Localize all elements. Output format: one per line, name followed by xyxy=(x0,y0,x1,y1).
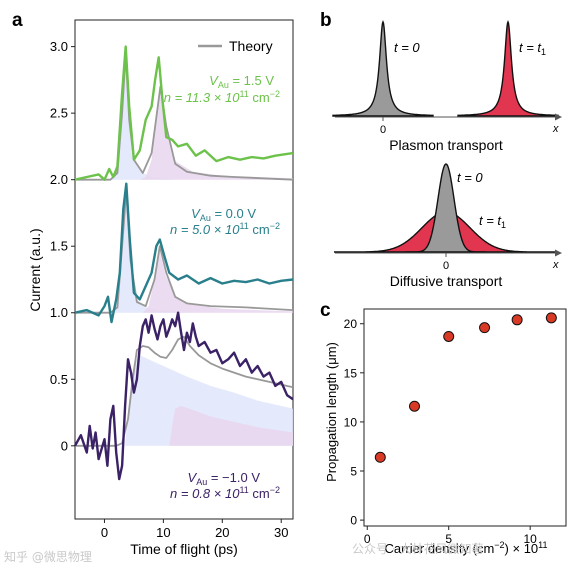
x-tick-label-2: 20 xyxy=(215,525,229,540)
panel-c-x-ticks: 0 5 10 xyxy=(364,526,537,546)
plasmon-caption: Plasmon transport xyxy=(389,137,503,153)
watermark-left: 知乎 @微思物理 xyxy=(4,550,92,564)
panel-c-data-points xyxy=(374,312,557,463)
c-y-tick-label-2: 10 xyxy=(344,415,358,429)
data-point-3 xyxy=(479,322,491,334)
data-point-0 xyxy=(374,451,386,463)
diffusive-caption: Diffusive transport xyxy=(390,273,503,289)
plasmon-x-arrow-icon xyxy=(555,113,562,121)
panel-a-fill-areas xyxy=(110,53,293,446)
panel-c-x-axis-title: Carrier density (cm−2) × 1011 xyxy=(384,540,547,556)
theory-curve-3 xyxy=(75,189,294,314)
data-point-5 xyxy=(545,312,557,324)
panel-a-curves xyxy=(73,45,294,481)
c-y-tick-label-1: 5 xyxy=(350,465,357,479)
watermark-right: 公众号 · 大林花风微知著 xyxy=(352,542,484,556)
data-curve-0 xyxy=(74,45,294,181)
y-tick-label-0: 0 xyxy=(61,438,68,453)
plasmon-pulse-t1 xyxy=(457,20,559,117)
c-y-tick-label-3: 15 xyxy=(344,366,358,380)
diffusive-label-t0: t = 0 xyxy=(457,170,483,185)
plasmon-pulse-t0 xyxy=(332,20,434,117)
c-x-tick-label-0: 0 xyxy=(364,532,371,546)
c-y-tick-label-4: 20 xyxy=(344,317,358,331)
panel-a-x-axis-title: Time of flight (ps) xyxy=(130,541,238,557)
data-curve-2 xyxy=(74,182,294,324)
plasmon-label-t0: t = 0 xyxy=(394,40,420,55)
plasmon-x-label: x xyxy=(552,123,559,135)
panel-a-y-ticks: 0 0.5 1.0 1.5 2.0 2.5 3.0 xyxy=(50,39,75,453)
y-tick-label-1: 0.5 xyxy=(50,372,68,387)
panel-label-c: c xyxy=(320,300,331,321)
fill-area-5 xyxy=(169,405,293,446)
data-point-2 xyxy=(443,330,455,342)
x-tick-label-0: 0 xyxy=(101,525,108,540)
y-tick-label-2: 1.0 xyxy=(50,305,68,320)
panel-b-diagram: 0 x t = 0 t = t1 Plasmon transport 0 x t… xyxy=(332,20,562,289)
panel-c-y-axis-title: Propagation length (μm) xyxy=(324,342,339,482)
plasmon-zero-label: 0 xyxy=(380,124,386,136)
x-tick-label-3: 30 xyxy=(274,525,288,540)
legend-theory-label: Theory xyxy=(229,38,273,54)
y-tick-label-5: 2.5 xyxy=(50,106,68,121)
fill-area-4 xyxy=(125,355,293,446)
panel-c-y-ticks: 0 5 10 15 20 xyxy=(344,317,364,528)
panel-a-y-axis-title: Current (a.u.) xyxy=(27,228,43,311)
data-point-1 xyxy=(409,400,420,412)
fill-area-1 xyxy=(139,93,293,180)
panel-label-a: a xyxy=(12,10,23,31)
annotation-vau-teal: VAu = 0.0 V xyxy=(191,206,256,223)
diffusive-label-t1: t = t1 xyxy=(479,213,506,230)
c-y-tick-label-0: 0 xyxy=(350,514,357,528)
fill-area-2 xyxy=(110,193,187,313)
annotation-n-green: n = 11.3 × 1011 cm−2 xyxy=(164,89,280,105)
c-x-tick-label-2: 10 xyxy=(523,532,537,546)
diffusive-zero-label: 0 xyxy=(443,260,449,272)
x-tick-label-1: 10 xyxy=(156,525,170,540)
annotation-vau-purple: VAu = −1.0 V xyxy=(188,470,261,487)
panel-label-b: b xyxy=(320,10,332,31)
data-curve-4 xyxy=(73,311,294,481)
diffusive-x-arrow-icon xyxy=(555,249,562,257)
y-tick-label-4: 2.0 xyxy=(50,172,68,187)
annotation-n-teal: n = 5.0 × 1011 cm−2 xyxy=(170,221,280,237)
diffusive-spread-t0 xyxy=(406,163,486,253)
plasmon-label-t1: t = t1 xyxy=(519,40,546,57)
c-x-tick-label-1: 5 xyxy=(445,532,452,546)
y-tick-label-6: 3.0 xyxy=(50,39,68,54)
panel-a-x-ticks: 0 10 20 30 xyxy=(101,519,288,540)
annotation-vau-green: VAu = 1.5 V xyxy=(209,73,274,90)
panel-c-plot: 0 5 10 15 20 0 5 10 Propagation length (μm) Ca… xyxy=(324,308,567,556)
fill-area-3 xyxy=(142,251,293,313)
data-point-4 xyxy=(511,314,523,326)
panel-c-frame xyxy=(363,308,567,527)
panel-a-frame xyxy=(74,19,294,520)
y-tick-label-3: 1.5 xyxy=(50,239,68,254)
diffusive-x-label: x xyxy=(552,259,559,271)
panel-a-plot: 0 0.5 1.0 1.5 2.0 2.5 3.0 0 10 20 30 Theory VAu =… xyxy=(27,19,294,557)
annotation-n-purple: n = 0.8 × 1011 cm−2 xyxy=(170,485,280,501)
